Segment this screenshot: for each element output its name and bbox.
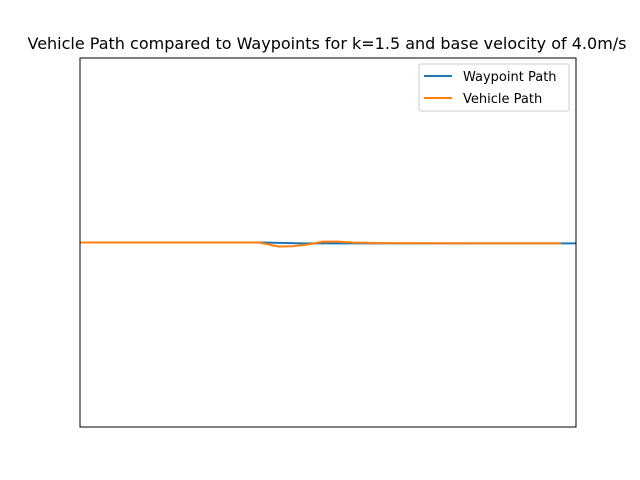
- legend: Waypoint Path Vehicle Path: [418, 63, 570, 112]
- chart-title: Vehicle Path compared to Waypoints for k…: [27, 34, 626, 53]
- legend-label-waypoint-path: Waypoint Path: [463, 70, 557, 85]
- legend-label-vehicle-path: Vehicle Path: [463, 92, 542, 107]
- plot-lines: [80, 240, 576, 248]
- plot-axes-frame: [79, 57, 577, 428]
- legend-box: [418, 63, 570, 112]
- series-line-vehicle-path: [80, 240, 562, 248]
